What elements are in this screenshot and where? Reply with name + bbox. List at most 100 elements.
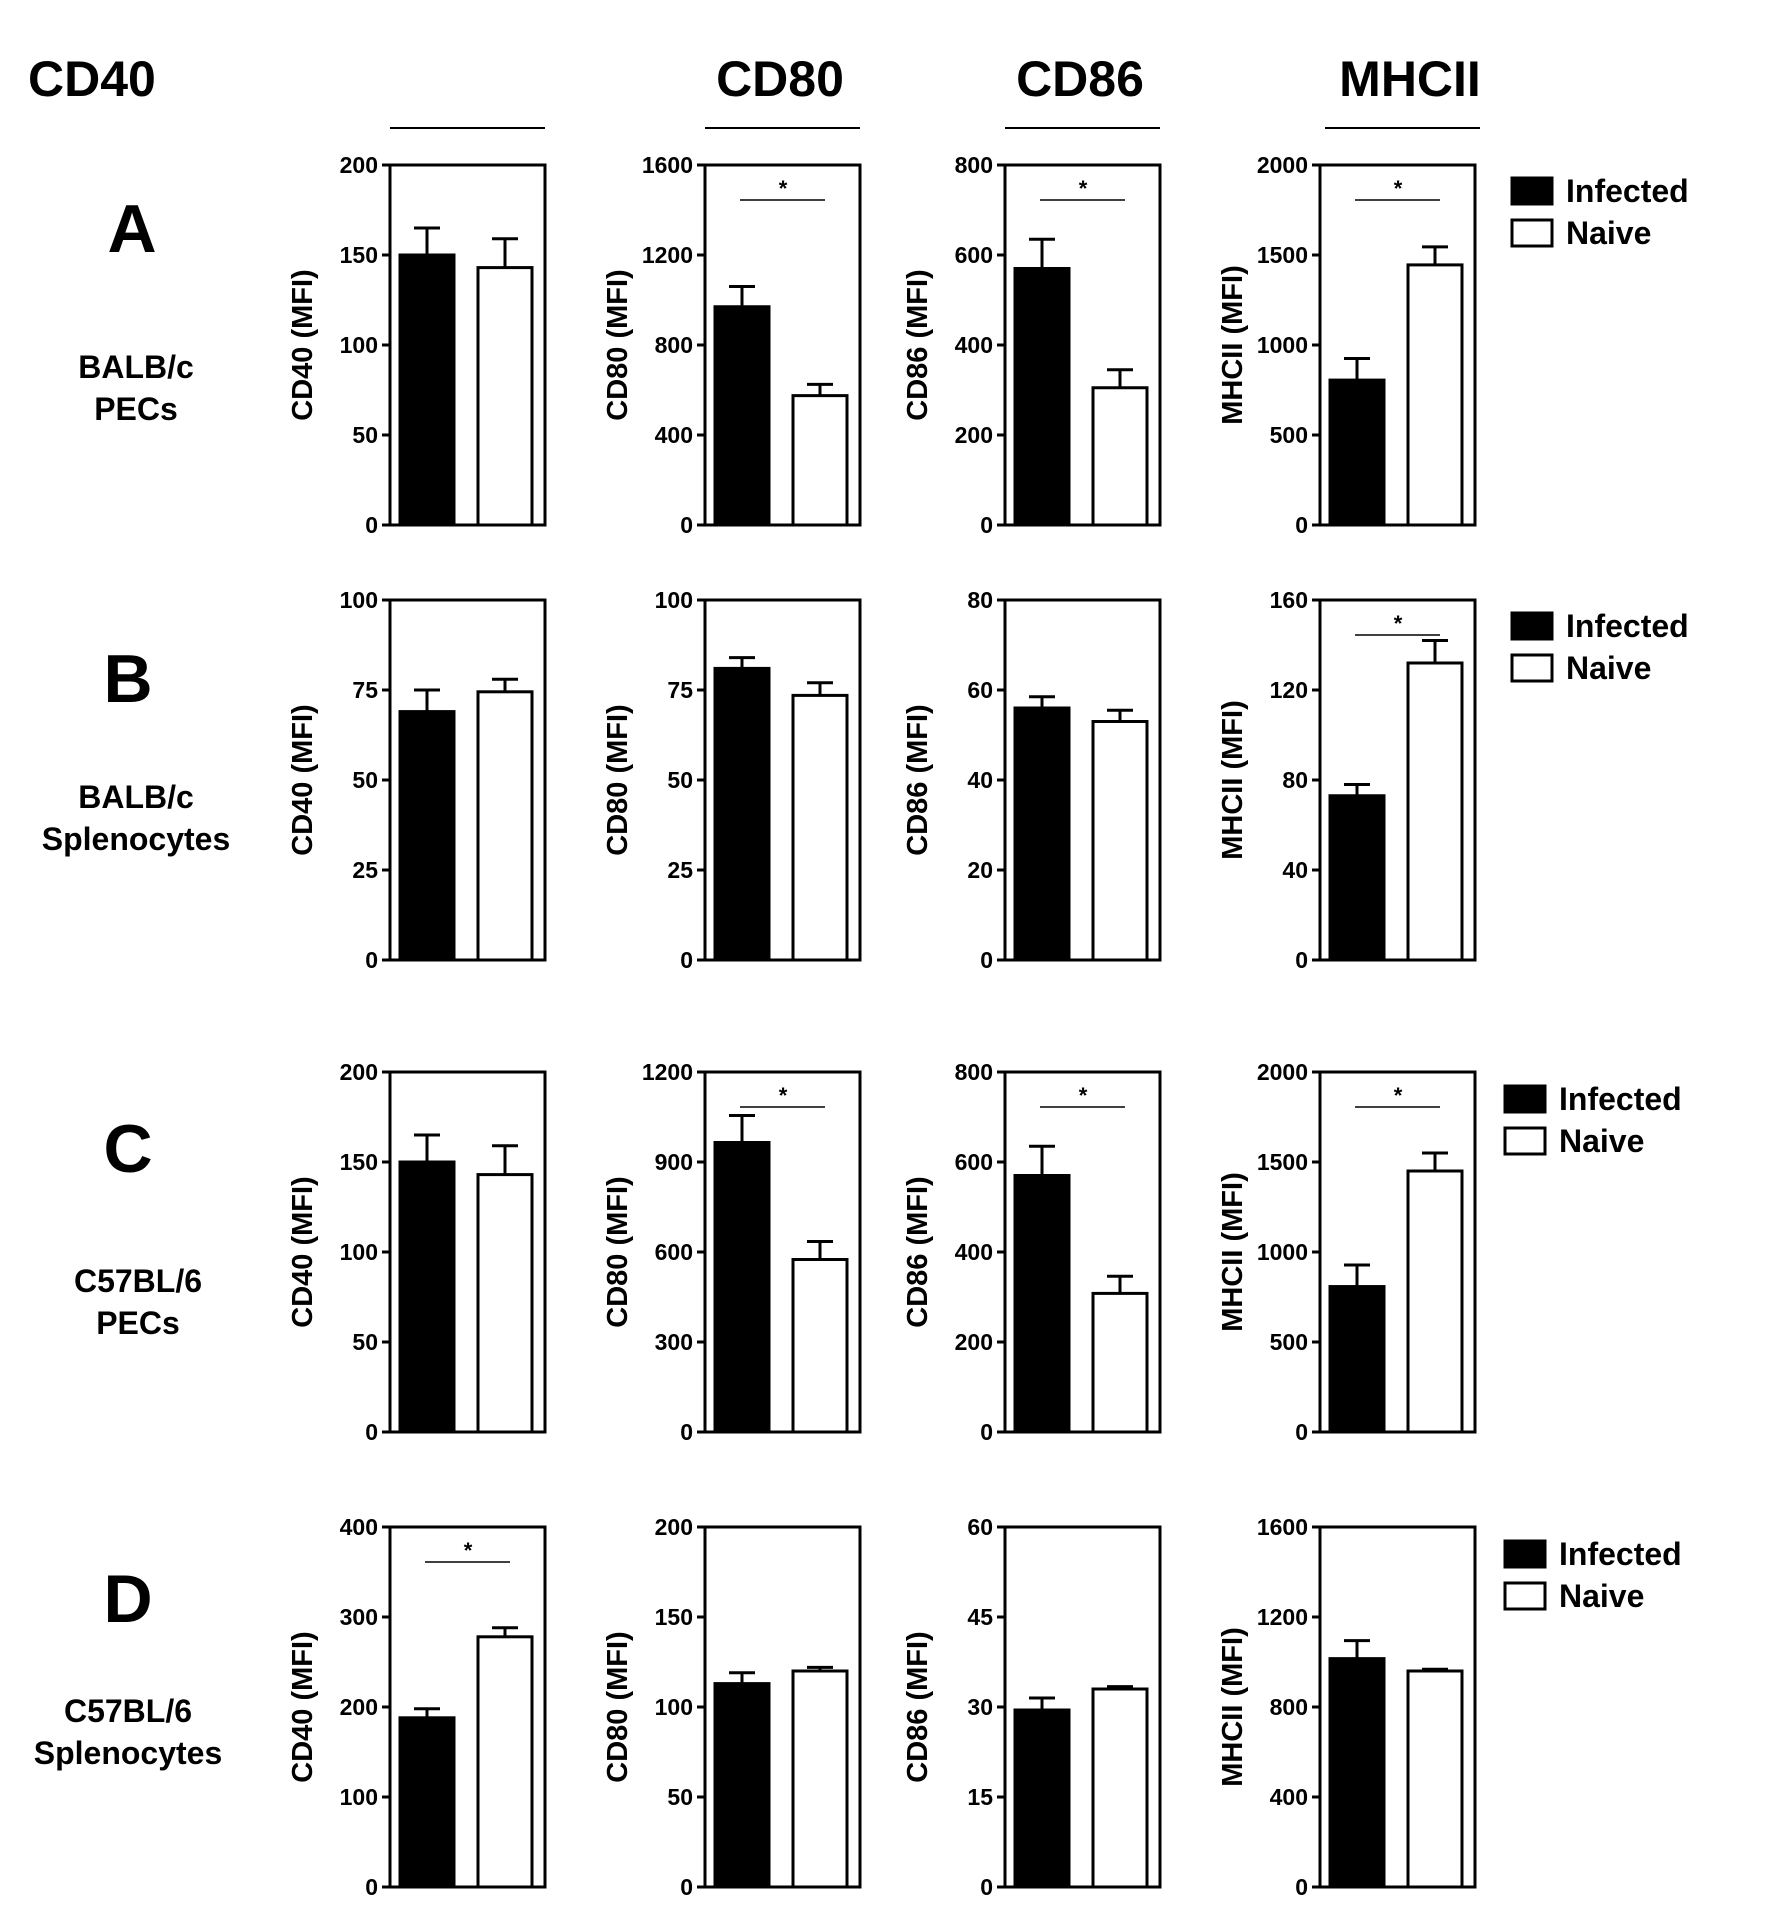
bar-naive — [1091, 720, 1149, 962]
legend-label-naive: Naive — [1566, 650, 1651, 686]
legends: InfectedNaiveInfectedNaiveInfectedNaiveI… — [1503, 173, 1689, 1614]
y-tick-label: 50 — [667, 767, 693, 793]
chart-panel-cd86: 0 15 30 45 60 CD86 (MFI) — [902, 1514, 1162, 1900]
y-tick-label: 0 — [365, 512, 378, 538]
row-letter-d: D — [103, 1561, 152, 1637]
column-header-cd86: CD86 — [1016, 51, 1144, 107]
y-axis-label: MHCII (MFI) — [1217, 265, 1249, 424]
legend: Infected Naive — [1503, 1081, 1682, 1159]
y-tick-label: 2000 — [1257, 152, 1308, 178]
chart-panel-mhcii: 0 500 1000 1500 2000 MHCII (MFI) * — [1217, 1059, 1477, 1445]
y-tick-label: 1200 — [642, 242, 693, 268]
y-tick-label: 100 — [340, 332, 378, 358]
y-tick-label: 30 — [967, 1694, 993, 1720]
row-label-line: PECs — [94, 391, 178, 427]
y-tick-label: 100 — [655, 587, 693, 613]
chart-panel-cd86: 0 20 40 60 80 CD86 (MFI) — [902, 587, 1162, 973]
y-tick-label: 0 — [1295, 512, 1308, 538]
bar-infected — [398, 253, 456, 527]
y-tick-label: 60 — [967, 677, 993, 703]
y-tick-label: 900 — [655, 1149, 693, 1175]
y-tick-label: 50 — [667, 1784, 693, 1810]
y-tick-label: 45 — [967, 1604, 993, 1630]
y-tick-label: 1200 — [1257, 1604, 1308, 1630]
y-axis-label: MHCII (MFI) — [1217, 1627, 1249, 1786]
bar-infected — [1328, 1285, 1386, 1434]
row-label-line: PECs — [96, 1305, 180, 1341]
y-axis-label: CD86 (MFI) — [902, 269, 934, 420]
y-tick-label: 1500 — [1257, 1149, 1308, 1175]
y-tick-label: 0 — [980, 1874, 993, 1900]
chart-panel-cd86: 0 200 400 600 800 CD86 (MFI) * — [902, 1059, 1162, 1445]
row-label-line: BALB/c — [78, 779, 194, 815]
y-tick-label: 100 — [655, 1694, 693, 1720]
bar-infected — [1013, 706, 1071, 962]
y-tick-label: 40 — [967, 767, 993, 793]
bar-infected — [1328, 378, 1386, 527]
y-tick-label: 400 — [955, 1239, 993, 1265]
bar-naive — [791, 1258, 849, 1434]
y-tick-label: 400 — [1270, 1784, 1308, 1810]
y-axis-label: CD86 (MFI) — [902, 1176, 934, 1327]
y-axis-label: MHCII (MFI) — [1217, 700, 1249, 859]
bar-naive — [476, 1173, 534, 1434]
y-tick-label: 0 — [1295, 1874, 1308, 1900]
chart-panel-cd80: 0 300 600 900 1200 CD80 (MFI) * — [602, 1059, 862, 1445]
row-labels: A BALB/c PECs B BALB/c Splenocytes C C57BL/6 PEC… — [34, 191, 231, 1771]
bar-infected — [1328, 794, 1386, 962]
y-tick-label: 200 — [955, 1329, 993, 1355]
y-tick-label: 0 — [680, 947, 693, 973]
y-tick-label: 800 — [655, 332, 693, 358]
bar-infected — [713, 1682, 771, 1889]
chart-panel-mhcii: 0 400 800 1200 1600 MHCII (MFI) — [1217, 1514, 1477, 1900]
y-tick-label: 40 — [1282, 857, 1308, 883]
y-tick-label: 150 — [340, 1149, 378, 1175]
y-tick-label: 2000 — [1257, 1059, 1308, 1085]
y-tick-label: 400 — [655, 422, 693, 448]
row-letter-b: B — [103, 641, 152, 717]
bar-infected — [713, 666, 771, 962]
y-tick-label: 0 — [980, 947, 993, 973]
y-tick-label: 15 — [967, 1784, 993, 1810]
bar-infected — [398, 710, 456, 962]
row-label-line: C57BL/6 — [64, 1693, 192, 1729]
y-tick-label: 150 — [340, 242, 378, 268]
bar-infected — [1328, 1657, 1386, 1889]
column-header-cd80: CD80 — [716, 51, 844, 107]
y-tick-label: 75 — [667, 677, 693, 703]
y-tick-label: 50 — [352, 767, 378, 793]
chart-panel-cd80: 0 25 50 75 100 CD80 (MFI) — [602, 587, 862, 973]
bar-naive — [1406, 661, 1464, 962]
legend-label-naive: Naive — [1559, 1578, 1644, 1614]
chart-panel-cd80: 0 50 100 150 200 CD80 (MFI) — [602, 1514, 862, 1900]
y-tick-label: 200 — [340, 152, 378, 178]
y-tick-label: 1500 — [1257, 242, 1308, 268]
legend-swatch-infected — [1510, 176, 1554, 206]
y-axis-label: CD80 (MFI) — [602, 269, 634, 420]
chart-panel-cd40: 0 50 100 150 200 CD40 (MFI) — [287, 152, 547, 538]
y-tick-label: 300 — [655, 1329, 693, 1355]
bar-naive — [791, 693, 849, 962]
bar-naive — [476, 1635, 534, 1889]
bar-naive — [1091, 1291, 1149, 1434]
chart-panel-cd40: 0 50 100 150 200 CD40 (MFI) — [287, 1059, 547, 1445]
bar-infected — [1013, 1174, 1071, 1434]
y-tick-label: 1600 — [1257, 1514, 1308, 1540]
chart-panel-mhcii: 0 500 1000 1500 2000 MHCII (MFI) * — [1217, 152, 1477, 538]
y-tick-label: 0 — [980, 1419, 993, 1445]
legend-label-naive: Naive — [1559, 1123, 1644, 1159]
bar-naive — [1091, 386, 1149, 527]
bar-naive — [1406, 1169, 1464, 1434]
legend-swatch-naive — [1510, 218, 1554, 248]
y-tick-label: 800 — [955, 152, 993, 178]
y-tick-label: 0 — [680, 1419, 693, 1445]
bar-naive — [476, 266, 534, 527]
legend-swatch-infected — [1510, 611, 1554, 641]
chart-panel-mhcii: 0 40 80 120 160 MHCII (MFI) * — [1217, 587, 1477, 973]
significance-marker: * — [1079, 1083, 1088, 1108]
column-header-cd40: CD40 — [28, 51, 156, 107]
bar-infected — [398, 1716, 456, 1889]
y-tick-label: 600 — [955, 1149, 993, 1175]
